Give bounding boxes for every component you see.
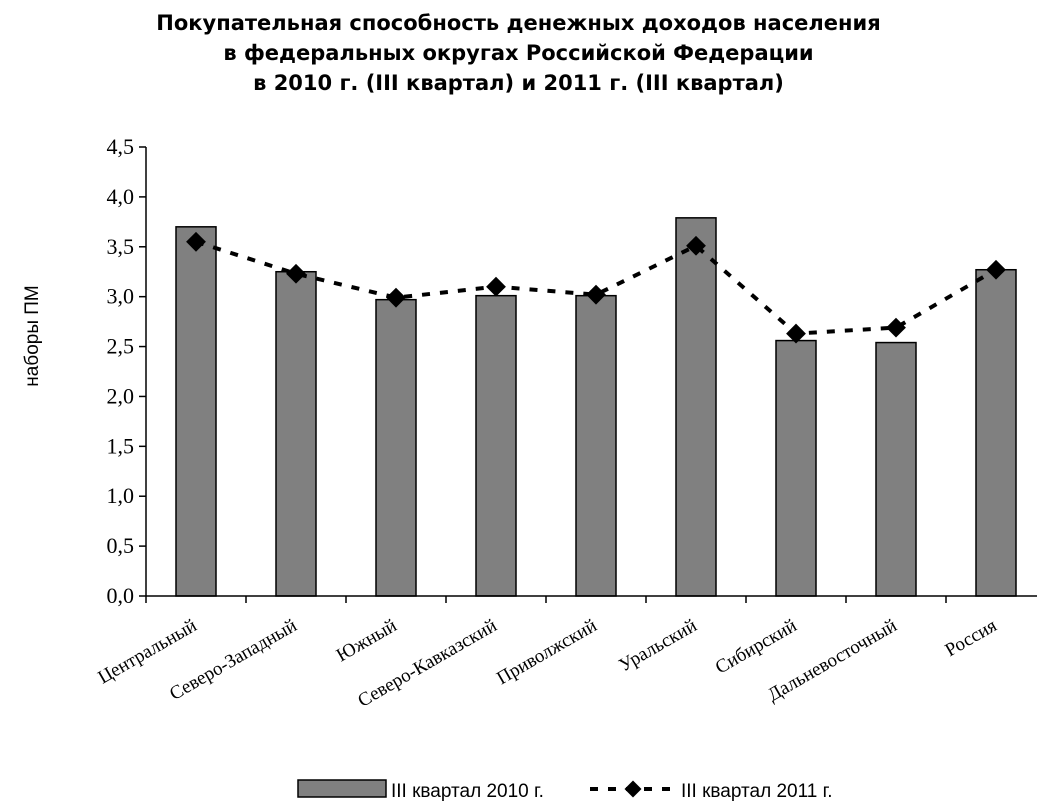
- data-point: [986, 259, 1006, 280]
- bar: [775, 339, 817, 597]
- y-tick-label: 1,0: [107, 483, 135, 508]
- data-point: [286, 263, 306, 284]
- data-point: [586, 284, 606, 305]
- x-tick-label: Россия: [942, 615, 1001, 661]
- data-point: [186, 231, 206, 252]
- data-point: [486, 276, 506, 297]
- bars: [175, 217, 1017, 597]
- y-axis: 0,0 0,5 1,0 1,5 2,0 2,5 3,0 3,5 4,0 4,5: [107, 134, 147, 608]
- bar: [575, 294, 617, 597]
- bar: [175, 226, 217, 597]
- legend-swatch-bar: [297, 779, 387, 798]
- y-tick-label: 2,5: [107, 334, 135, 359]
- y-tick-label: 2,0: [107, 383, 135, 408]
- y-tick-label: 3,5: [107, 234, 135, 259]
- x-tick-label: Сибирский: [712, 615, 801, 678]
- x-tick-label: Приволжский: [493, 615, 600, 689]
- data-point: [786, 323, 806, 344]
- bar: [675, 217, 717, 597]
- bar: [875, 341, 917, 597]
- y-tick-label: 4,0: [107, 184, 135, 209]
- y-tick-label: 1,5: [107, 433, 135, 458]
- y-tick-label: 3,0: [107, 284, 135, 309]
- bar: [975, 268, 1017, 597]
- y-tick-label: 0,0: [107, 583, 135, 608]
- chart-title-line-3: в 2010 г. (III квартал) и 2011 г. (III к…: [253, 71, 784, 95]
- x-tick-label: Уральский: [615, 615, 700, 676]
- legend-label-2010: III квартал 2010 г.: [391, 781, 544, 801]
- legend-label-2011: III квартал 2011 г.: [681, 781, 832, 801]
- y-axis-label: наборы ПМ: [22, 285, 43, 387]
- bar: [375, 298, 417, 597]
- y-tick-label: 0,5: [107, 533, 135, 558]
- data-point: [386, 287, 406, 308]
- legend: III квартал 2010 г. III квартал 2011 г.: [297, 779, 832, 801]
- chart-title-line-1: Покупательная способность денежных доход…: [156, 11, 881, 35]
- legend-swatch-diamond: [624, 780, 642, 798]
- bar: [275, 270, 317, 597]
- chart-title: Покупательная способность денежных доход…: [0, 8, 1037, 98]
- y-tick-label: 4,5: [107, 134, 135, 159]
- data-point: [886, 317, 906, 338]
- bar: [475, 294, 517, 597]
- x-tick-label: Южный: [333, 615, 401, 666]
- chart-title-line-2: в федеральных округах Российской Федерац…: [223, 41, 814, 65]
